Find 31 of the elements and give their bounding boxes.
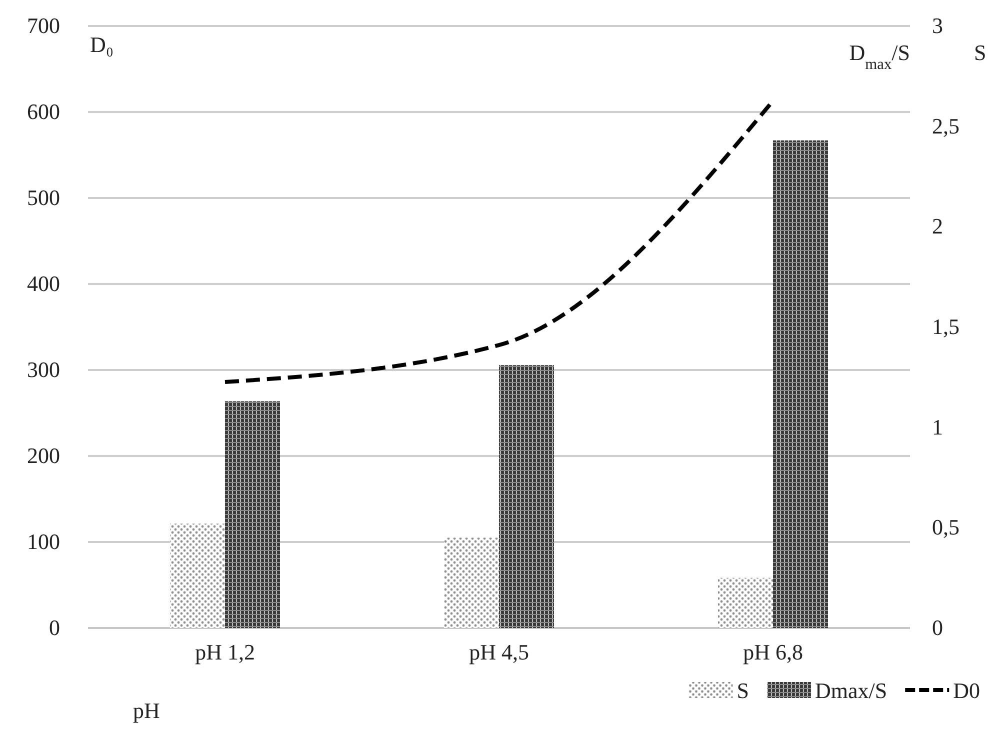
y-tick-label: 400 [27, 271, 60, 296]
y2-tick-label: 1,5 [932, 314, 960, 340]
y-tick-label: 200 [27, 443, 60, 468]
y-tick-label: 600 [27, 99, 60, 124]
bar [718, 578, 773, 628]
y-tick-label: 300 [27, 357, 60, 382]
y-axis-title: D₀ [90, 32, 114, 57]
y2-tick-label: 0 [932, 615, 943, 640]
bar [225, 401, 280, 628]
y-tick-label: 100 [27, 529, 60, 554]
legend-label: D0 [953, 678, 980, 703]
bar [773, 140, 828, 628]
legend-label: Dmax/S [814, 678, 888, 703]
y2-tick-label: 2,5 [932, 113, 960, 138]
x-axis-title: pH [133, 698, 160, 723]
y2-tick-label: 1 [932, 414, 943, 440]
y-tick-label: 500 [27, 185, 60, 210]
text: S [974, 40, 986, 65]
y-tick-label: 700 [27, 13, 60, 38]
y2-tick-label: 0,5 [932, 514, 960, 540]
bar [499, 365, 554, 628]
x-tick-label: pH 4,5 [469, 640, 529, 665]
y2-tick-label: 2 [932, 214, 943, 239]
bar [170, 524, 225, 628]
y2-axis-title: D$_{max}$/S [849, 40, 910, 72]
x-tick-label: pH 6,8 [743, 640, 803, 665]
y-tick-label: 0 [49, 615, 60, 640]
bar [444, 538, 499, 628]
legend-label: S [736, 678, 749, 703]
x-tick-label: pH 1,2 [195, 640, 255, 665]
y2-tick-label: 3 [932, 13, 943, 38]
